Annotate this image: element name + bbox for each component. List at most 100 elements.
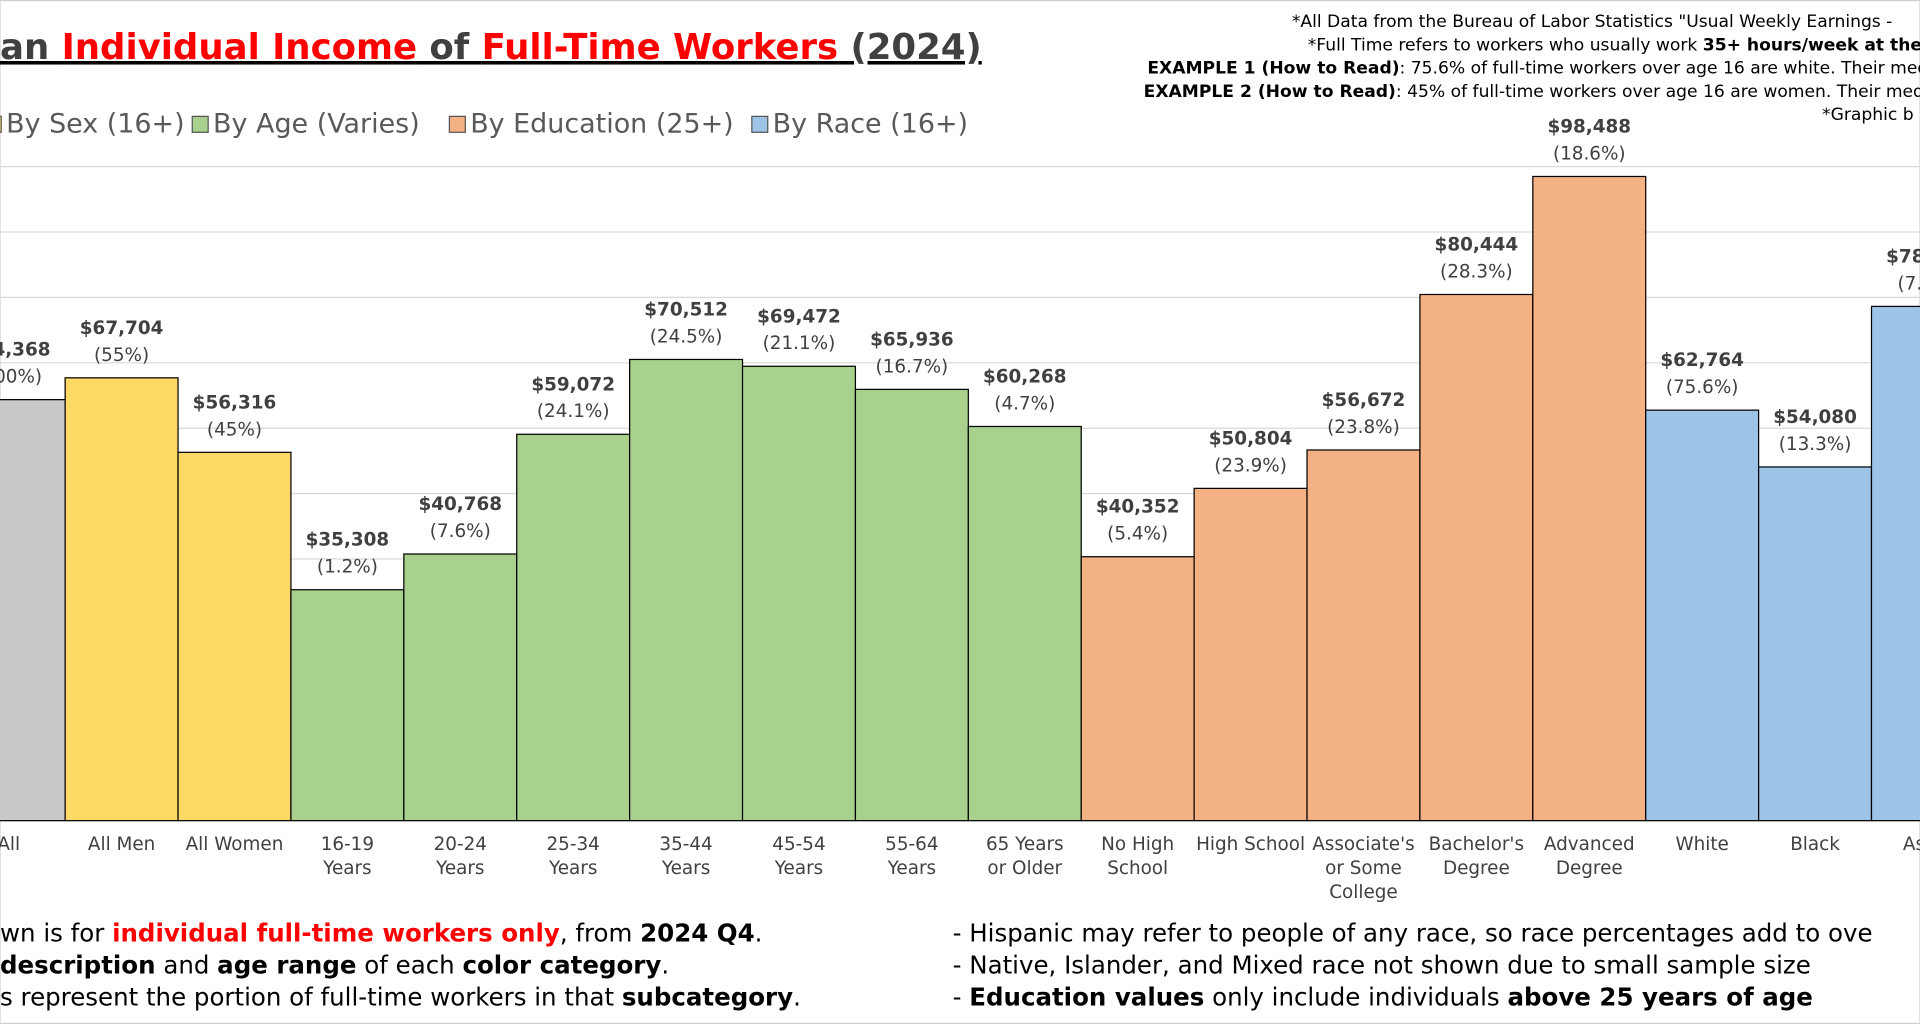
bar [177,451,292,822]
note: *All Data from the Bureau of Labor Stati… [1292,12,1893,32]
text-segment: subcategory [622,982,793,1011]
text-segment: 2024 Q4 [640,919,755,948]
text-segment: EXAMPLE 1 (How to Read) [1147,59,1399,79]
text-segment: and [156,950,218,979]
value-label: $67,704 [80,318,164,339]
x-tick-label: College [1329,882,1397,903]
bar [1870,305,1920,822]
legend-label: By Race (16+) [773,108,968,139]
legend-swatch [448,115,466,133]
x-tick-label: Advanced [1544,834,1635,855]
share-label: (23.8%) [1327,417,1400,438]
value-label: $50,804 [1209,428,1293,449]
text-segment: - Hispanic may refer to people of any ra… [953,919,1873,948]
text-segment: individual full-time workers only [112,919,560,948]
bar [290,589,405,822]
text-segment: color category [462,950,661,979]
bar [629,358,744,822]
note: EXAMPLE 2 (How to Read): 45% of full-tim… [1144,82,1920,102]
x-tick-label: Bachelor's [1429,834,1524,855]
text-segment: - Native, Islander, and Mixed race not s… [953,950,1811,979]
legend-label: By Age (Varies) [213,108,420,139]
x-tick-label: Years [774,858,823,879]
share-label: (7.2%) [1897,273,1920,294]
value-label: $62,764 [1660,350,1744,371]
value-label: $40,352 [1096,497,1180,518]
share-label: (55%) [94,345,149,366]
x-tick-label: Years [322,858,371,879]
note: - Education values only include individu… [953,982,1813,1011]
text-segment: an [0,27,62,68]
share-label: (75.6%) [1666,377,1739,398]
bar [516,433,631,822]
x-tick-label: 65 Years [986,834,1064,855]
legend-swatch [0,115,2,133]
x-tick-label: Years [548,858,597,879]
value-label: $69,472 [757,306,841,327]
value-label: $59,072 [531,374,615,395]
bar [1757,466,1873,822]
share-label: (4.7%) [994,393,1055,414]
text-segment: *All Data from the Bureau of Labor Stati… [1292,12,1893,32]
text-segment: . [793,982,801,1011]
note: s represent the portion of full-time wor… [0,982,801,1011]
x-tick-label: School [1107,858,1168,879]
legend-label: By Education (25+) [470,108,733,139]
bar [854,388,969,822]
x-tick-label: Degree [1443,858,1510,879]
bar [1532,175,1647,822]
legend-swatch [191,115,209,133]
text-segment: above 25 years of age [1507,982,1812,1011]
x-tick-label: White [1675,834,1728,855]
share-label: (1.2%) [317,557,378,578]
value-label: $56,316 [193,392,277,413]
bar [403,553,518,822]
bar [1306,449,1421,822]
x-tick-label: 20-24 [434,834,487,855]
x-tick-label: Degree [1556,858,1623,879]
x-tick-label: High School [1196,834,1305,855]
chart-title: an Individual Income of Full-Time Worker… [0,27,982,68]
text-segment: wn is for [0,919,112,948]
text-segment: Education values [969,982,1204,1011]
bar [967,425,1082,822]
bar [741,365,857,822]
x-tick-label: Years [661,858,710,879]
share-label: (45%) [207,419,262,440]
x-tick-label: Black [1790,834,1840,855]
x-tick-label: All Men [88,834,155,855]
share-label: (21.1%) [763,333,836,354]
text-segment: (2024) [838,27,982,68]
text-segment: description [0,950,156,979]
text-segment: of each [356,950,462,979]
value-label: $60,268 [983,366,1067,387]
note: - Native, Islander, and Mixed race not s… [953,950,1811,979]
note: - Hispanic may refer to people of any ra… [953,919,1873,948]
x-tick-label: Years [887,858,936,879]
x-tick-label: 25-34 [547,834,600,855]
text-segment: - [953,982,970,1011]
note: *Graphic b [1822,105,1914,125]
text-segment: age range [217,950,356,979]
value-label: $40,768 [418,494,502,515]
text-segment: . [661,950,669,979]
bar [64,377,179,822]
value-label: $80,444 [1435,234,1519,255]
note: *Full Time refers to workers who usually… [1308,35,1920,55]
share-label: (16.7%) [876,356,949,377]
x-tick-label: Associate's [1312,834,1414,855]
text-segment: EXAMPLE 2 (How to Read) [1144,82,1396,102]
bar [0,399,66,822]
bar [1193,487,1308,822]
text-segment: s represent the portion of full-time wor… [0,982,622,1011]
share-label: (13.3%) [1779,434,1852,455]
legend-swatch [751,115,769,133]
note: description and age range of each color … [0,950,669,979]
value-label: $70,512 [644,299,728,320]
x-tick-label: 55-64 [885,834,938,855]
text-segment: of [417,27,482,68]
share-label: (24.5%) [650,326,723,347]
note: wn is for individual full-time workers o… [0,919,762,948]
x-tick-label: All [0,834,20,855]
